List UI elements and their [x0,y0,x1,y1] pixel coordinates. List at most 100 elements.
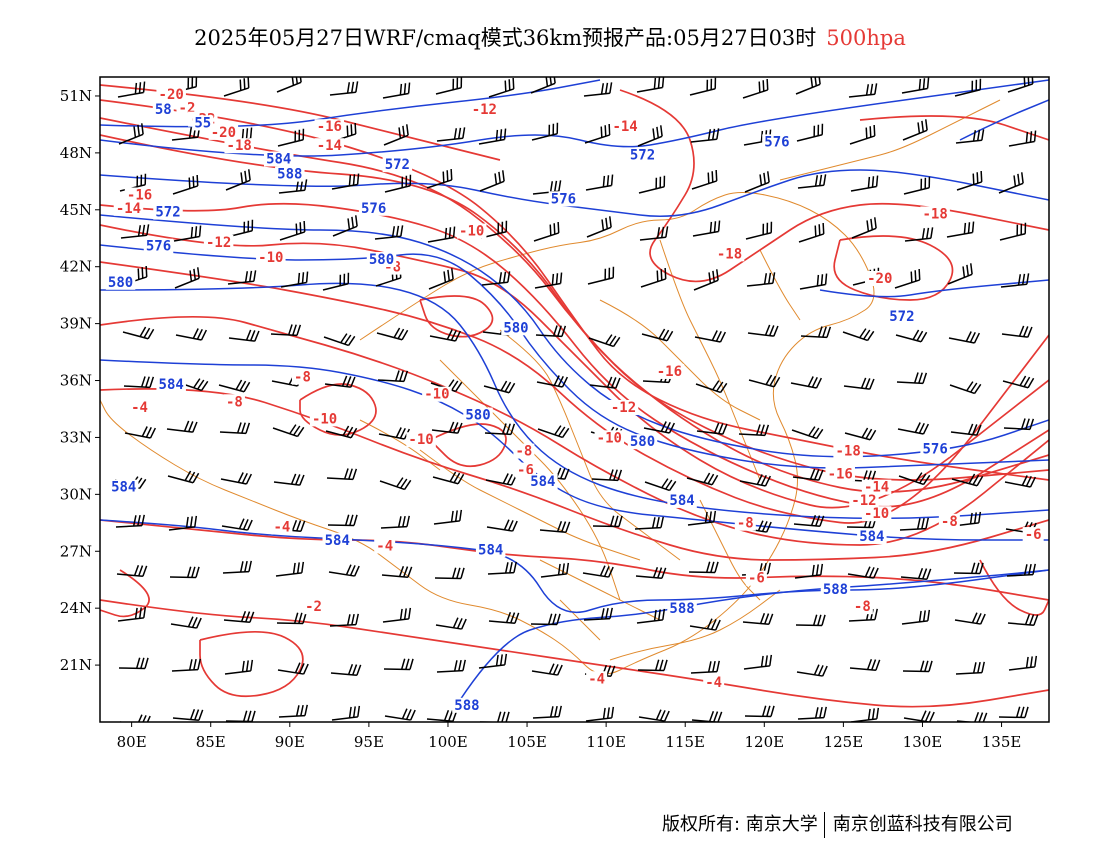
wind-barb [690,128,720,143]
wind-barb [792,468,824,481]
isotherm [859,115,1049,141]
height-contour-label-bg [153,204,183,220]
isotherm [419,295,494,338]
wind-barb [745,221,773,240]
wind-barb [687,510,717,526]
height-contour-label-bg [152,102,174,118]
wind-barb [536,375,569,388]
isotherm-label-bg [176,100,198,116]
isotherm-label-bg [825,466,855,482]
height-contour-label: 55 [194,115,211,131]
isotherm-label: -10 [424,387,449,403]
isotherm-label: -4 [705,675,722,691]
pressure-level-label: 500hpa [826,26,906,50]
wind-barb [592,515,623,528]
isotherm-label-bg [113,200,144,216]
wind-barb [218,379,251,393]
wind-barb [384,174,412,193]
wind-barb [376,327,409,341]
height-contour-label-bg [275,166,305,182]
height-contour [100,214,1049,458]
wind-barb [585,174,614,191]
height-contour-label: 576 [764,134,789,150]
isotherm-label-bg [594,430,625,446]
isotherm-label: -10 [312,411,337,427]
border-line [539,559,661,621]
height-contour-label: 584 [859,529,884,545]
wind-barb [955,661,985,675]
wind-barb [796,123,824,142]
wind-barb [531,122,559,141]
wind-barb [330,663,362,677]
wind-barb [894,268,921,289]
wind-barb [327,514,358,527]
wind-barb [897,422,930,435]
lon-tick-label: 90E [275,733,305,751]
height-contour-label-bg [143,238,174,254]
wind-barb [946,221,975,238]
wind-barb [903,710,935,722]
lat-tick-label: 36N [60,372,92,390]
height-contour-label-bg [627,147,658,163]
isotherm-label-bg [920,206,950,222]
height-contour-label: 58 [155,102,172,118]
wind-barb [124,426,157,439]
isotherm-label: -18 [227,138,252,154]
title-main: 2025年05月27日WRF/cmaq模式36km预报产品:05月27日03时 [194,26,817,50]
wind-barb [690,660,720,674]
wind-barb [223,77,250,97]
wind-barb [1004,475,1037,488]
isotherm-label: -6 [748,571,765,587]
wind-barb [637,125,663,147]
wind-barb [693,269,719,291]
isotherm-label-bg [309,411,340,427]
isotherm-label: -16 [828,466,853,482]
wind-barb [120,224,150,239]
isotherm-label: -8 [854,599,871,615]
height-contour [959,99,1049,141]
wind-barb [639,226,669,241]
wind-barb [1003,418,1035,431]
height-contour-label-bg [108,479,139,495]
wind-barb [115,514,145,528]
wind-barb [851,217,877,239]
isotherm-label-bg [422,386,452,402]
wind-barb [435,617,467,630]
wind-barb [794,563,824,579]
wind-barb [377,370,409,383]
isotherm-label: -20 [159,87,184,103]
wind-barb [118,657,149,670]
wind-barb [431,421,463,434]
wind-barb [903,176,931,195]
height-contour [819,279,1049,298]
lat-tick-label: 21N [60,656,92,674]
isotherm-label-bg [156,86,186,102]
wind-barb [273,473,305,486]
wind-barb [432,471,465,485]
lat-tick-label: 51N [60,87,92,105]
wind-barb [634,516,664,530]
isotherm-label: -18 [717,246,742,262]
wind-barb [998,706,1029,719]
wind-barb [224,659,254,675]
lon-tick-label: 95E [354,733,384,751]
copyright-divider [823,812,825,838]
isotherm-label-bg [456,223,487,239]
height-contour-label-bg [358,200,389,216]
wind-barb [534,272,563,289]
wind-barb [844,427,877,441]
wind-barb [641,328,674,342]
wind-barb [738,424,770,437]
isotherm-label: -8 [941,514,958,530]
height-contour-label-bg [452,697,482,713]
wind-barb [533,221,560,242]
border-line [779,99,1001,181]
height-contour-label-bg [820,582,851,598]
wind-barb [117,81,146,98]
wind-barb [219,422,251,435]
wind-barb [276,77,302,93]
wind-barb [688,561,719,574]
wind-barb [747,324,779,337]
isotherm-label: -16 [657,364,682,380]
wind-barb [480,711,510,722]
